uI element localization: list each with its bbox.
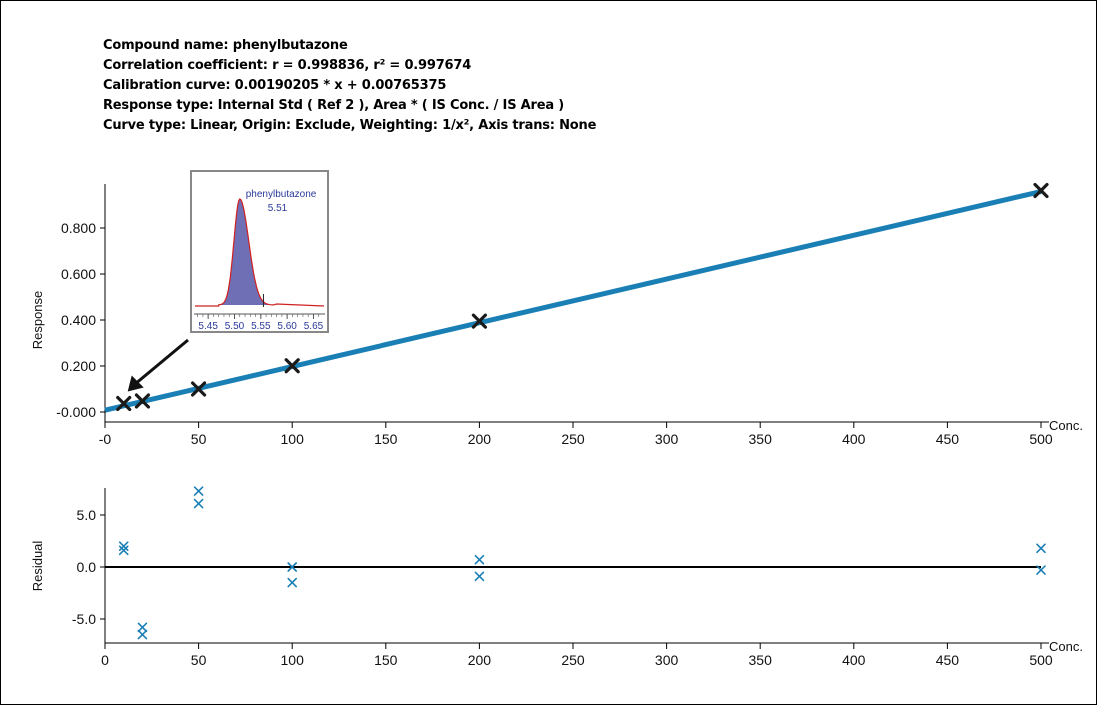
- calibration-point: [1033, 182, 1049, 199]
- residual-point-stroke-b: [474, 571, 485, 582]
- calibration-x-tick-label: 100: [281, 431, 305, 447]
- inset-arrow-shaft: [134, 338, 189, 385]
- residual-y-axis-label: Residual: [30, 541, 45, 592]
- inset-arrow-head: [127, 375, 144, 392]
- residual-point: [474, 571, 485, 582]
- residual-point-stroke-b: [193, 498, 204, 509]
- residual-point-stroke-b: [137, 629, 148, 640]
- residual-point-stroke-b: [287, 577, 298, 588]
- residual-point: [193, 486, 204, 496]
- residual-point-stroke-b: [193, 486, 204, 496]
- calibration-curve-text: Calibration curve: 0.00190205 * x + 0.00…: [103, 78, 447, 93]
- calibration-y-tick-label: 0.600: [61, 266, 96, 282]
- residual-y-tick-label: -5.0: [72, 611, 96, 627]
- curve-type-text: Curve type: Linear, Origin: Exclude, Wei…: [103, 118, 597, 133]
- residual-x-tick-label: 50: [191, 652, 207, 668]
- inset-peak-trace: [195, 198, 325, 307]
- calibration-point: [116, 395, 132, 412]
- residual-x-tick-label: 350: [749, 652, 773, 668]
- residual-point-stroke-b: [474, 554, 485, 565]
- calibration-y-axis-label: Response: [30, 291, 45, 350]
- residual-point: [118, 545, 129, 556]
- residual-point: [137, 622, 148, 633]
- calibration-x-tick-label: 250: [561, 431, 585, 447]
- inset-time-tick-label: 5.65: [304, 321, 324, 332]
- calibration-point-stroke-b: [1033, 182, 1049, 199]
- residual-point-stroke-b: [287, 562, 298, 572]
- residual-point-stroke-b: [137, 622, 148, 633]
- residual-point-stroke-b: [118, 541, 129, 552]
- calibration-y-tick-label: -0.000: [56, 404, 96, 420]
- calibration-x-tick-label: 400: [842, 431, 866, 447]
- residual-x-tick-label: 150: [374, 652, 398, 668]
- calibration-x-tick-label: 350: [749, 431, 773, 447]
- response-type-text: Response type: Internal Std ( Ref 2 ), A…: [103, 98, 565, 113]
- residual-x-tick-label: 250: [561, 652, 585, 668]
- residual-point: [1036, 565, 1046, 575]
- inset-peak-area: [218, 199, 274, 305]
- calibration-point-stroke-b: [471, 313, 487, 329]
- residual-point: [474, 554, 485, 565]
- residual-point: [137, 629, 148, 640]
- residual-x-tick-label: 200: [468, 652, 492, 668]
- residual-point-stroke-b: [118, 545, 129, 556]
- residual-point: [287, 562, 298, 572]
- calibration-x-axis-label: Conc.: [1049, 418, 1083, 433]
- residual-point: [118, 541, 129, 552]
- calibration-y-tick-label: 0.200: [61, 358, 96, 374]
- calibration-y-tick-label: 0.800: [61, 220, 96, 236]
- residual-point: [287, 577, 298, 588]
- calibration-point: [191, 381, 207, 397]
- calibration-point: [134, 393, 151, 409]
- calibration-x-tick-label: -0: [99, 431, 112, 447]
- inset-time-tick-label: 5.60: [277, 321, 297, 332]
- inset-peak-label: phenylbutazone: [246, 189, 317, 200]
- correlation-text: Correlation coefficient: r = 0.998836, r…: [103, 58, 472, 73]
- calibration-x-tick-label: 500: [1029, 431, 1053, 447]
- inset-time-tick-label: 5.50: [225, 321, 245, 332]
- calibration-point: [284, 358, 300, 374]
- calibration-x-tick-label: 150: [374, 431, 398, 447]
- residual-y-tick-label: 5.0: [77, 507, 97, 523]
- residual-x-tick-label: 0: [101, 652, 109, 668]
- residual-point: [193, 498, 204, 509]
- residual-x-tick-label: 100: [281, 652, 305, 668]
- calibration-point-stroke-b: [191, 381, 207, 397]
- residual-x-tick-label: 400: [842, 652, 866, 668]
- residual-point-stroke-b: [1036, 543, 1046, 554]
- residual-point-stroke-b: [1036, 565, 1046, 575]
- residual-x-axis-label: Conc.: [1049, 639, 1083, 654]
- calibration-x-tick-label: 300: [655, 431, 679, 447]
- residual-x-tick-label: 500: [1029, 652, 1053, 668]
- calibration-x-tick-label: 50: [191, 431, 207, 447]
- calibration-point-stroke-b: [134, 393, 151, 409]
- calibration-x-tick-label: 200: [468, 431, 492, 447]
- residual-point: [1036, 543, 1046, 554]
- compound-name-text: Compound name: phenylbutazone: [103, 38, 348, 53]
- calibration-y-tick-label: 0.400: [61, 312, 96, 328]
- calibration-point-stroke-b: [116, 395, 132, 412]
- residual-y-tick-label: 0.0: [77, 559, 97, 575]
- calibration-fit-line: [104, 189, 1042, 413]
- calibration-point: [471, 313, 487, 329]
- residual-x-tick-label: 300: [655, 652, 679, 668]
- calibration-point-stroke-b: [284, 358, 300, 374]
- inset-time-tick-label: 5.55: [251, 321, 271, 332]
- calibration-x-tick-label: 450: [936, 431, 960, 447]
- residual-x-tick-label: 450: [936, 652, 960, 668]
- inset-peak-rt: 5.51: [268, 203, 288, 214]
- inset-time-tick-label: 5.45: [198, 321, 218, 332]
